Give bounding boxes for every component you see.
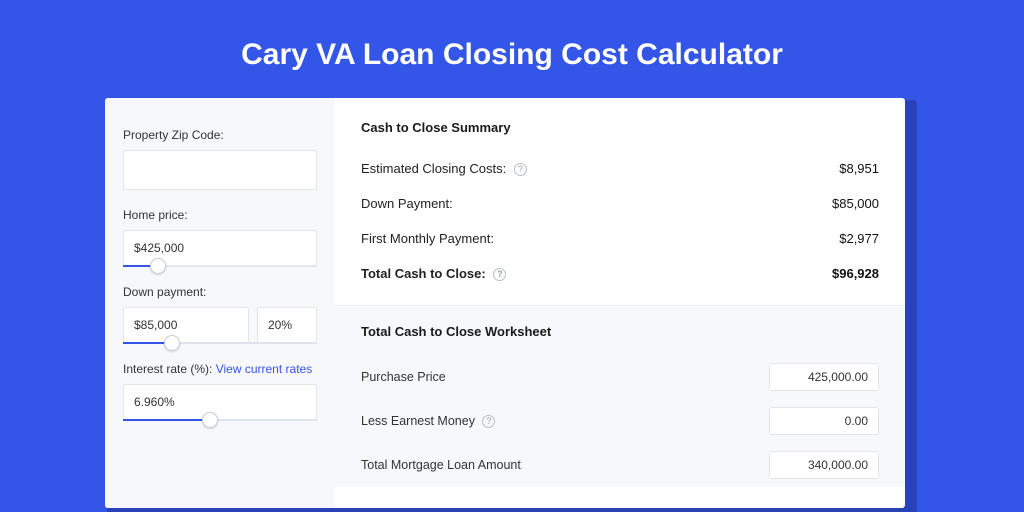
- down-payment-field-group: Down payment:: [123, 285, 317, 344]
- zip-field-group: Property Zip Code:: [123, 128, 317, 190]
- down-payment-percent-input[interactable]: [257, 307, 317, 343]
- interest-rate-input[interactable]: [123, 384, 317, 420]
- down-payment-slider-thumb[interactable]: [164, 335, 180, 351]
- worksheet-row-value-input[interactable]: [769, 363, 879, 391]
- summary-row-label: Total Cash to Close: ?: [361, 266, 506, 281]
- zip-label: Property Zip Code:: [123, 128, 317, 142]
- worksheet-row-label: Total Mortgage Loan Amount: [361, 458, 521, 472]
- summary-row: First Monthly Payment: $2,977: [361, 221, 879, 256]
- down-payment-label: Down payment:: [123, 285, 317, 299]
- worksheet-row: Purchase Price: [361, 355, 879, 399]
- worksheet-row-value-input[interactable]: [769, 451, 879, 479]
- summary-row-label: Estimated Closing Costs: ?: [361, 161, 527, 176]
- worksheet-panel: Total Cash to Close Worksheet Purchase P…: [335, 305, 905, 487]
- help-icon[interactable]: ?: [514, 163, 527, 176]
- worksheet-row-label: Purchase Price: [361, 370, 446, 384]
- summary-rows-container: Estimated Closing Costs: ? $8,951 Down Pay…: [361, 151, 879, 291]
- summary-row-value: $85,000: [832, 196, 879, 211]
- page-title: Cary VA Loan Closing Cost Calculator: [0, 0, 1024, 100]
- summary-row-label: First Monthly Payment:: [361, 231, 494, 246]
- interest-rate-slider[interactable]: [123, 419, 317, 421]
- card-shadow: Property Zip Code: Home price: Down paym…: [107, 100, 917, 512]
- home-price-label: Home price:: [123, 208, 317, 222]
- home-price-slider-thumb[interactable]: [150, 258, 166, 274]
- worksheet-title: Total Cash to Close Worksheet: [361, 324, 879, 339]
- worksheet-row-label: Less Earnest Money ?: [361, 414, 495, 428]
- summary-row-value: $2,977: [839, 231, 879, 246]
- summary-row-value: $8,951: [839, 161, 879, 176]
- summary-row: Estimated Closing Costs: ? $8,951: [361, 151, 879, 186]
- interest-rate-label-text: Interest rate (%):: [123, 362, 212, 376]
- summary-row-label: Down Payment:: [361, 196, 453, 211]
- summary-panel: Cash to Close Summary Estimated Closing …: [335, 98, 905, 508]
- calculator-card: Property Zip Code: Home price: Down paym…: [105, 98, 905, 508]
- interest-rate-slider-thumb[interactable]: [202, 412, 218, 428]
- interest-rate-field-group: Interest rate (%): View current rates: [123, 362, 317, 421]
- summary-row: Down Payment: $85,000: [361, 186, 879, 221]
- summary-row-value: $96,928: [832, 266, 879, 281]
- summary-row: Total Cash to Close: ? $96,928: [361, 256, 879, 291]
- inputs-panel: Property Zip Code: Home price: Down paym…: [105, 98, 335, 508]
- worksheet-row-value-input[interactable]: [769, 407, 879, 435]
- interest-rate-label: Interest rate (%): View current rates: [123, 362, 317, 376]
- down-payment-input[interactable]: [123, 307, 249, 343]
- home-price-slider[interactable]: [123, 265, 317, 267]
- home-price-field-group: Home price:: [123, 208, 317, 267]
- worksheet-rows-container: Purchase Price Less Earnest Money ? Total …: [361, 355, 879, 487]
- interest-rate-slider-fill: [123, 419, 210, 421]
- worksheet-row: Less Earnest Money ?: [361, 399, 879, 443]
- down-payment-slider[interactable]: [123, 342, 317, 344]
- help-icon[interactable]: ?: [493, 268, 506, 281]
- worksheet-row: Total Mortgage Loan Amount: [361, 443, 879, 487]
- view-rates-link[interactable]: View current rates: [216, 362, 313, 376]
- help-icon[interactable]: ?: [482, 415, 495, 428]
- summary-title: Cash to Close Summary: [361, 120, 879, 135]
- zip-input[interactable]: [123, 150, 317, 190]
